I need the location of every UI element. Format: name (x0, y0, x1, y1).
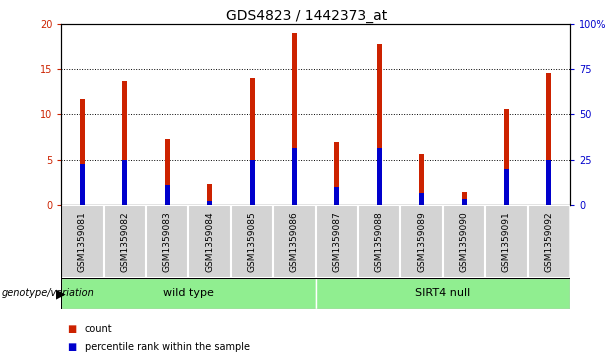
Bar (504, 109, 509, 205)
Bar (443, 205, 485, 278)
Bar (462, 192, 466, 205)
Bar (273, 205, 316, 278)
Text: GSM1359087: GSM1359087 (332, 211, 341, 272)
Bar (80, 99, 85, 205)
Bar (546, 160, 552, 205)
Text: GSM1359083: GSM1359083 (163, 211, 172, 272)
Bar (231, 205, 273, 278)
Bar (504, 169, 509, 205)
Bar (462, 199, 466, 205)
Bar (400, 205, 443, 278)
Text: ■: ■ (67, 342, 77, 352)
Text: GSM1359090: GSM1359090 (460, 211, 468, 272)
Bar (207, 184, 212, 205)
Text: GSM1359085: GSM1359085 (248, 211, 257, 272)
Text: GSM1359089: GSM1359089 (417, 211, 426, 272)
Bar (61, 205, 104, 278)
Bar (123, 81, 128, 205)
Bar (249, 160, 254, 205)
Text: ■: ■ (67, 323, 77, 334)
Text: GSM1359091: GSM1359091 (502, 211, 511, 272)
Bar (316, 278, 570, 309)
Bar (377, 44, 382, 205)
Bar (485, 205, 528, 278)
Text: count: count (85, 323, 112, 334)
Text: ▶: ▶ (56, 287, 66, 300)
Bar (419, 193, 424, 205)
Text: GSM1359084: GSM1359084 (205, 211, 214, 272)
Bar (189, 205, 231, 278)
Bar (165, 139, 170, 205)
Bar (546, 73, 552, 205)
Bar (207, 201, 212, 205)
Bar (292, 33, 297, 205)
Bar (377, 148, 382, 205)
Bar (316, 205, 358, 278)
Text: GSM1359088: GSM1359088 (375, 211, 384, 272)
Text: GDS4823 / 1442373_at: GDS4823 / 1442373_at (226, 9, 387, 23)
Text: GSM1359081: GSM1359081 (78, 211, 87, 272)
Bar (165, 185, 170, 205)
Text: wild type: wild type (163, 289, 214, 298)
Text: GSM1359086: GSM1359086 (290, 211, 299, 272)
Bar (104, 205, 146, 278)
Bar (419, 154, 424, 205)
Bar (80, 164, 85, 205)
Text: SIRT4 null: SIRT4 null (415, 289, 471, 298)
Bar (334, 187, 340, 205)
Bar (249, 78, 254, 205)
Bar (358, 205, 400, 278)
Text: GSM1359082: GSM1359082 (120, 211, 129, 272)
Bar (292, 148, 297, 205)
Bar (528, 205, 570, 278)
Bar (123, 160, 128, 205)
Text: percentile rank within the sample: percentile rank within the sample (85, 342, 249, 352)
Text: genotype/variation: genotype/variation (1, 289, 94, 298)
Text: GSM1359092: GSM1359092 (544, 211, 554, 272)
Bar (334, 142, 340, 205)
Bar (61, 278, 316, 309)
Bar (146, 205, 189, 278)
